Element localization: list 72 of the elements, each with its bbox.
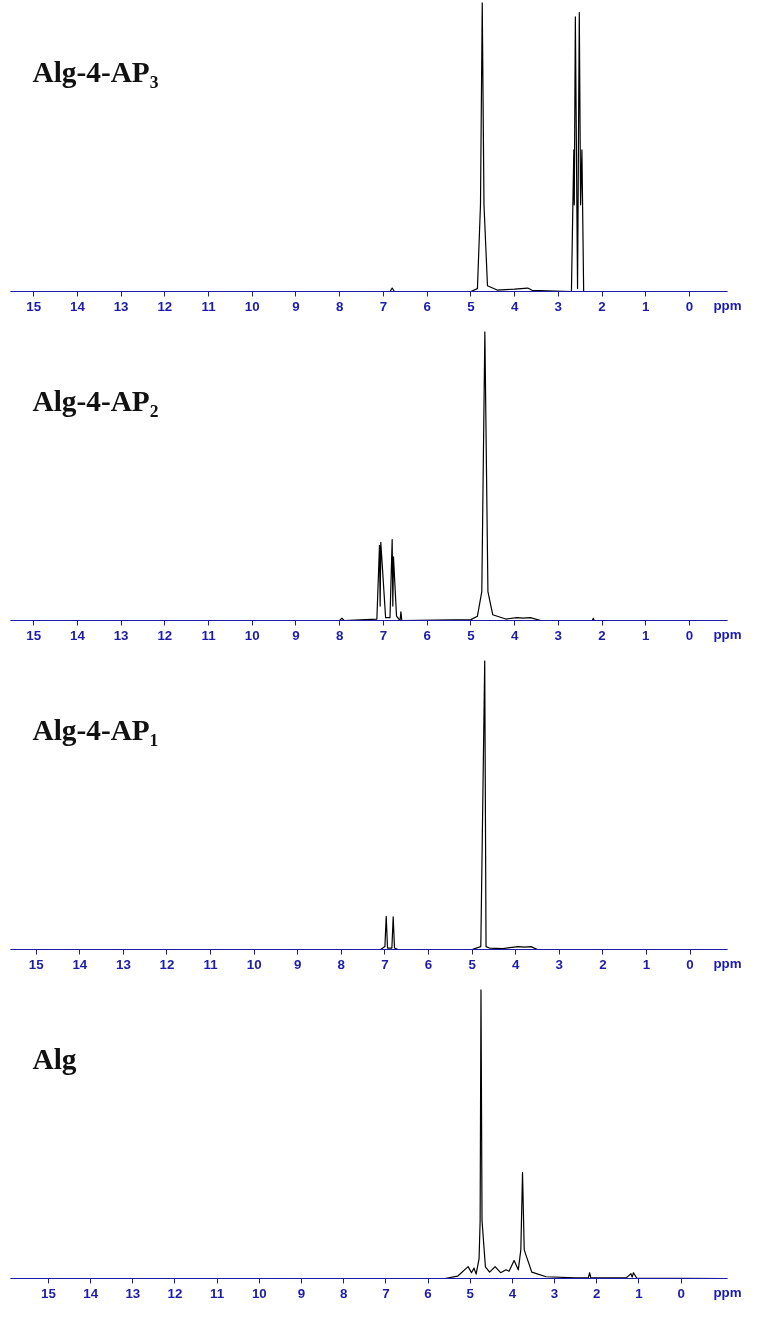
x-tick-label: 0 [685, 627, 694, 643]
x-tick-label: 11 [210, 1285, 225, 1301]
x-tick-label: 13 [113, 627, 129, 643]
x-tick-label: 11 [203, 956, 219, 972]
x-tick-label: 12 [167, 1285, 183, 1301]
x-tick-label: 13 [115, 956, 131, 972]
x-axis-title: ppm [713, 1284, 742, 1300]
x-tick-label: 6 [424, 1285, 432, 1301]
x-tick-label: 9 [292, 627, 300, 643]
x-tick-label: 15 [26, 627, 42, 643]
x-tick-label: 5 [467, 627, 476, 643]
x-tick-label: 5 [468, 956, 477, 972]
x-tick-label: 2 [593, 1285, 601, 1301]
x-axis-title: ppm [713, 297, 742, 313]
x-tick-label: 7 [379, 627, 388, 643]
x-tick-label: 3 [554, 627, 563, 643]
x-tick-label: 6 [423, 627, 431, 643]
x-tick-label: 7 [379, 298, 388, 314]
x-tick-label: 5 [466, 1285, 475, 1301]
x-tick-label: 12 [159, 956, 175, 972]
x-tick-label: 12 [157, 627, 173, 643]
x-tick-label: 1 [642, 298, 651, 314]
x-tick-label: 10 [246, 956, 262, 972]
x-tick-label: 6 [424, 956, 433, 972]
x-tick-label: 1 [635, 1285, 644, 1301]
x-tick-label: 4 [510, 627, 519, 643]
x-tick-label: 11 [201, 627, 217, 643]
x-tick-label: 0 [686, 956, 694, 972]
x-tick-label: 8 [339, 1285, 348, 1301]
x-tick-label: 1 [642, 627, 651, 643]
x-tick-label: 14 [69, 627, 86, 643]
x-tick-label: 3 [555, 956, 563, 972]
x-tick-label: 9 [297, 1285, 306, 1301]
x-tick-label: 7 [381, 956, 389, 972]
x-tick-label: 2 [598, 627, 606, 643]
x-tick-label: 3 [554, 298, 563, 314]
x-tick-label: 1 [642, 956, 651, 972]
x-axis-title: ppm [713, 626, 742, 642]
x-tick-label: 8 [337, 956, 346, 972]
x-tick-label: 12 [157, 298, 173, 314]
x-tick-label: 6 [423, 298, 431, 314]
x-tick-label: 8 [336, 627, 344, 643]
x-tick-label: 14 [69, 298, 86, 314]
x-tick-label: 10 [251, 1285, 267, 1301]
text: Alg [32, 1042, 77, 1075]
x-tick-label: 2 [599, 956, 607, 972]
x-tick-label: 15 [41, 1285, 57, 1301]
x-tick-label: 9 [294, 956, 302, 972]
x-tick-label: 7 [382, 1285, 390, 1301]
x-tick-label: 10 [244, 627, 260, 643]
text: Alg-4-AP₂ [32, 384, 159, 417]
x-tick-label: 2 [598, 298, 606, 314]
x-tick-label: 13 [113, 298, 129, 314]
x-tick-label: 0 [677, 1285, 685, 1301]
x-tick-label: 4 [510, 298, 519, 314]
x-tick-label: 15 [26, 298, 42, 314]
x-tick-label: 4 [508, 1285, 517, 1301]
x-tick-label: 4 [511, 956, 520, 972]
text: Alg-4-AP₁ [32, 713, 159, 746]
x-tick-label: 5 [467, 298, 476, 314]
x-tick-label: 15 [28, 956, 45, 972]
x-tick-label: 8 [336, 298, 344, 314]
x-tick-label: 0 [685, 298, 694, 314]
text: Alg-4-AP₃ [32, 55, 159, 88]
x-tick-label: 3 [550, 1285, 559, 1301]
x-tick-label: 11 [201, 298, 217, 314]
x-tick-label: 9 [292, 298, 300, 314]
x-tick-label: 13 [125, 1285, 141, 1301]
x-tick-label: 10 [244, 298, 260, 314]
x-axis-title: ppm [713, 955, 742, 971]
x-tick-label: 14 [83, 1285, 99, 1301]
x-tick-label: 14 [72, 956, 88, 972]
